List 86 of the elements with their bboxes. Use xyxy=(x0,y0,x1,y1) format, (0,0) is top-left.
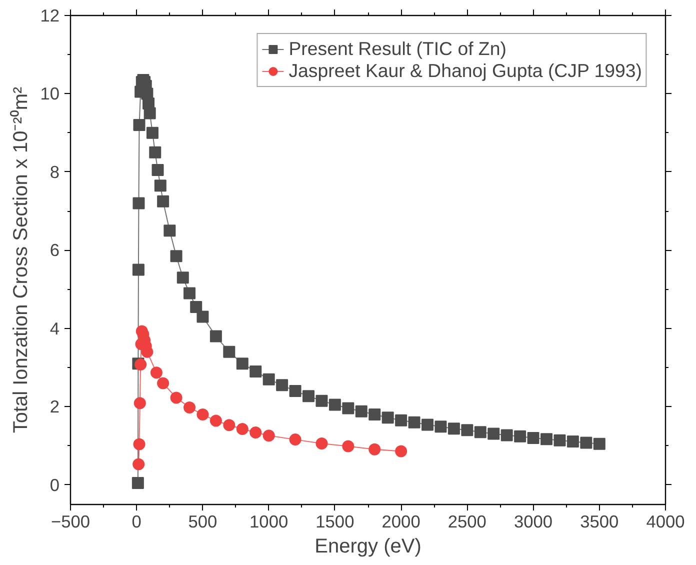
point xyxy=(355,405,368,418)
y-tick-label: 8 xyxy=(50,162,60,182)
point xyxy=(176,272,189,284)
point xyxy=(342,440,354,452)
point xyxy=(164,224,176,237)
point xyxy=(132,476,144,489)
x-tick-label: 4000 xyxy=(646,512,685,532)
point xyxy=(196,310,209,323)
point xyxy=(150,366,162,379)
point xyxy=(149,146,162,158)
point xyxy=(250,426,262,439)
point xyxy=(566,436,579,448)
point xyxy=(368,408,381,421)
point xyxy=(132,458,145,470)
point xyxy=(342,402,354,414)
point xyxy=(170,250,182,262)
point xyxy=(196,408,209,421)
point xyxy=(316,394,328,407)
point xyxy=(289,385,302,398)
point xyxy=(316,437,328,450)
point xyxy=(276,379,288,392)
point xyxy=(250,365,262,378)
point xyxy=(540,433,552,446)
point xyxy=(262,373,275,386)
point xyxy=(514,430,526,442)
point xyxy=(500,429,513,442)
point xyxy=(488,428,500,440)
y-tick-label: 10 xyxy=(40,84,60,104)
point xyxy=(580,436,592,449)
x-tick-label: 0 xyxy=(132,512,142,532)
point xyxy=(133,119,146,132)
point xyxy=(593,438,606,450)
point xyxy=(146,126,158,139)
point xyxy=(134,358,147,370)
x-tick-label: 1000 xyxy=(250,512,288,532)
point xyxy=(132,197,145,210)
point xyxy=(382,412,394,424)
x-axis-title: Energy (eV) xyxy=(314,536,422,558)
point xyxy=(132,264,144,276)
point xyxy=(152,164,164,176)
point xyxy=(262,430,275,442)
point xyxy=(474,426,486,438)
y-tick-label: 0 xyxy=(50,474,60,495)
point xyxy=(236,358,248,370)
point xyxy=(448,422,460,435)
point xyxy=(170,392,182,404)
point xyxy=(289,434,302,446)
x-tick-label: 3000 xyxy=(514,512,553,532)
point xyxy=(434,420,447,433)
point xyxy=(527,432,540,444)
point xyxy=(328,398,341,411)
point xyxy=(395,445,408,458)
point xyxy=(144,107,156,120)
legend-label: Jaspreet Kaur & Dhanoj Gupta (CJP 1993) xyxy=(288,60,642,82)
point xyxy=(223,346,236,358)
point xyxy=(210,414,222,427)
x-tick-label: 500 xyxy=(188,512,218,532)
point xyxy=(408,416,420,428)
point xyxy=(461,424,474,436)
point xyxy=(395,414,408,426)
y-tick-label: 6 xyxy=(50,240,60,260)
x-tick-label: 2000 xyxy=(382,512,420,532)
point xyxy=(210,330,222,342)
y-axis-title: Total Ionzation Cross Section x 10⁻²⁰m² xyxy=(9,86,32,434)
x-tick-label: 2500 xyxy=(448,512,486,532)
point xyxy=(157,195,170,208)
x-tick-label: 3500 xyxy=(580,512,619,532)
y-tick-label: 12 xyxy=(40,6,60,26)
point xyxy=(154,180,166,192)
x-tick-label: −500 xyxy=(50,512,90,532)
point xyxy=(184,401,196,414)
point xyxy=(190,300,202,313)
point xyxy=(422,418,434,431)
x-tick-label: 1500 xyxy=(316,512,354,532)
point xyxy=(236,423,248,435)
point xyxy=(184,287,196,300)
point xyxy=(134,397,146,410)
point xyxy=(368,443,381,456)
point xyxy=(554,434,566,446)
y-tick-label: 4 xyxy=(50,318,60,338)
legend-label: Present Result (TIC of Zn) xyxy=(288,38,506,60)
point xyxy=(223,419,236,432)
point xyxy=(157,377,170,390)
y-tick-label: 2 xyxy=(50,396,60,417)
point xyxy=(133,438,146,450)
point xyxy=(302,390,314,402)
